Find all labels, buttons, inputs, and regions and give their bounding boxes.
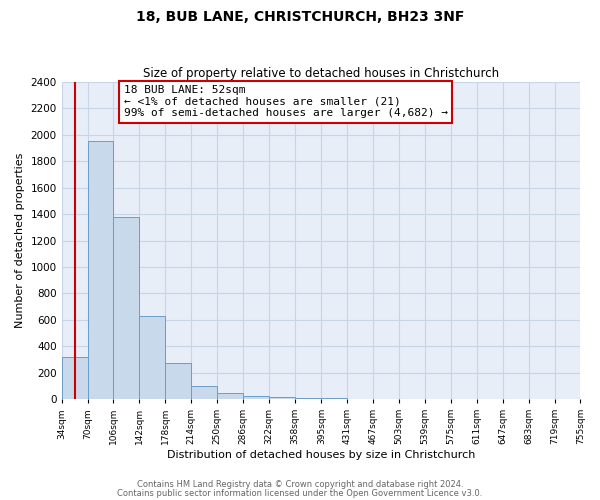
Bar <box>243 396 269 399</box>
Text: 18 BUB LANE: 52sqm
← <1% of detached houses are smaller (21)
99% of semi-detache: 18 BUB LANE: 52sqm ← <1% of detached hou… <box>124 85 448 118</box>
Bar <box>62 357 88 399</box>
Bar <box>322 398 347 399</box>
Text: Contains HM Land Registry data © Crown copyright and database right 2024.: Contains HM Land Registry data © Crown c… <box>137 480 463 489</box>
Bar <box>113 217 139 399</box>
Bar <box>165 362 191 399</box>
Y-axis label: Number of detached properties: Number of detached properties <box>15 153 25 328</box>
Bar <box>88 142 113 399</box>
Title: Size of property relative to detached houses in Christchurch: Size of property relative to detached ho… <box>143 66 499 80</box>
X-axis label: Distribution of detached houses by size in Christchurch: Distribution of detached houses by size … <box>167 450 475 460</box>
Text: 18, BUB LANE, CHRISTCHURCH, BH23 3NF: 18, BUB LANE, CHRISTCHURCH, BH23 3NF <box>136 10 464 24</box>
Text: Contains public sector information licensed under the Open Government Licence v3: Contains public sector information licen… <box>118 488 482 498</box>
Bar <box>269 397 295 399</box>
Bar <box>191 386 217 399</box>
Bar <box>217 393 243 399</box>
Bar <box>295 398 322 399</box>
Bar <box>139 316 165 399</box>
